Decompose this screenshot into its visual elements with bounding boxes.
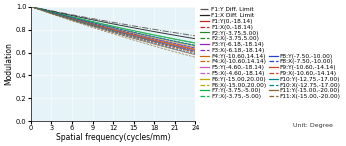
X-axis label: Spatial frequency(cycles/mm): Spatial frequency(cycles/mm) — [56, 133, 170, 142]
Legend: F1:Y Diff. Limit, F1:X Diff. Limit, F1:Y(0,-18.14), F1:X(0,-18.14), F2:Y(-3.75,5: F1:Y Diff. Limit, F1:X Diff. Limit, F1:Y… — [200, 7, 341, 99]
Y-axis label: Modulation: Modulation — [4, 42, 13, 85]
Text: Unit: Degree: Unit: Degree — [293, 123, 333, 128]
